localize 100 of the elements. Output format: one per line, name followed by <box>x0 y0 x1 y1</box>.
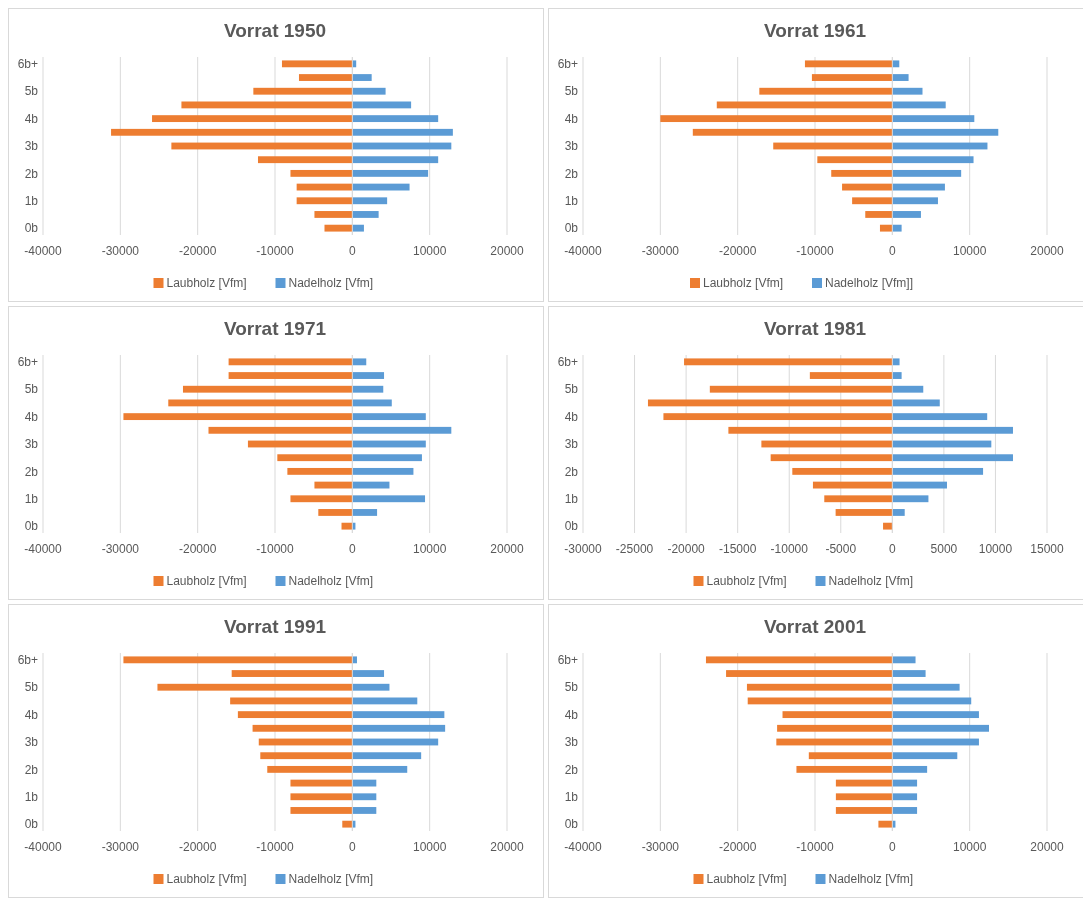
chart-title: Vorrat 1991 <box>223 616 327 637</box>
x-tick-label: -20000 <box>178 244 217 258</box>
bar <box>892 372 902 379</box>
x-tick-label: 20000 <box>490 840 525 854</box>
x-tick-label: -10000 <box>770 542 809 556</box>
x-tick-label: -5000 <box>825 542 857 556</box>
bar <box>352 765 408 773</box>
bar <box>746 683 893 691</box>
bar <box>804 60 893 68</box>
bar <box>352 87 386 95</box>
x-tick-label: 5000 <box>930 542 958 556</box>
bar <box>352 385 384 393</box>
bar <box>352 467 414 475</box>
bar <box>892 169 962 177</box>
x-tick-label: 0 <box>888 244 896 258</box>
y-tick-label: 5b <box>564 680 579 695</box>
bar <box>892 807 918 814</box>
chart-title: Vorrat 2001 <box>763 616 867 637</box>
legend-label: Nadelholz [Vfm] <box>288 574 374 588</box>
bar <box>892 481 947 489</box>
bar <box>892 87 923 95</box>
bar <box>726 670 893 677</box>
bar <box>253 87 353 95</box>
legend-label: Nadelholz [Vfm] <box>288 276 374 290</box>
bar <box>237 711 353 719</box>
bar <box>290 495 353 503</box>
bar <box>892 495 929 503</box>
bar <box>352 156 439 164</box>
y-tick-label: 4b <box>564 111 579 126</box>
x-tick-label: 10000 <box>412 542 447 556</box>
bar <box>352 779 377 787</box>
x-tick-label: -10000 <box>256 840 294 854</box>
bar <box>231 670 353 677</box>
bar <box>892 426 1013 434</box>
bar <box>835 779 893 787</box>
bar <box>123 413 353 421</box>
bar <box>852 197 893 205</box>
bar <box>770 454 893 462</box>
bar <box>811 74 893 81</box>
y-tick-label: 1b <box>564 193 579 208</box>
bar <box>257 156 353 164</box>
bar <box>684 358 893 366</box>
bar <box>341 522 353 530</box>
bar <box>352 481 390 489</box>
bar <box>352 670 385 677</box>
bar <box>314 211 353 218</box>
bar <box>663 413 893 421</box>
bar <box>892 74 909 81</box>
bar <box>892 752 958 760</box>
x-tick-label: -30000 <box>641 840 680 854</box>
y-tick-label: 5b <box>24 382 39 397</box>
bar <box>892 711 979 719</box>
bar <box>782 711 893 719</box>
x-tick-label: -30000 <box>641 244 680 258</box>
bar <box>318 509 353 516</box>
legend-label: Laubholz [Vfm] <box>166 276 247 290</box>
legend-label: Nadelholz [Vfm] <box>288 872 374 886</box>
y-tick-label: 0b <box>564 221 579 236</box>
bar <box>759 87 893 95</box>
bar <box>892 656 916 664</box>
y-tick-label: 0b <box>24 221 39 236</box>
bar <box>892 793 918 801</box>
x-tick-label: 10000 <box>412 244 447 258</box>
bar <box>352 454 422 462</box>
x-tick-label: -40000 <box>24 244 62 258</box>
x-tick-label: -25000 <box>615 542 654 556</box>
x-tick-label: 0 <box>888 542 896 556</box>
x-tick-label: -30000 <box>101 244 140 258</box>
bar <box>817 156 893 164</box>
bar <box>892 115 975 123</box>
bar <box>352 509 378 516</box>
bar <box>352 358 367 366</box>
legend-label: Laubholz [Vfm] <box>706 574 787 588</box>
bar <box>260 752 353 760</box>
bar <box>157 683 353 691</box>
bar <box>228 372 353 379</box>
bar <box>892 385 924 393</box>
bar <box>352 711 445 719</box>
bar <box>892 509 905 516</box>
y-tick-label: 3b <box>24 437 39 452</box>
y-tick-label: 5b <box>564 84 579 99</box>
bar <box>352 224 364 232</box>
bar <box>182 385 353 393</box>
bar <box>835 793 893 801</box>
bar <box>892 454 1013 462</box>
chart-title: Vorrat 1950 <box>223 20 327 41</box>
y-tick-label: 3b <box>24 139 39 154</box>
bar <box>352 115 439 123</box>
y-tick-label: 2b <box>564 464 579 479</box>
legend-label: Laubholz [Vfm] <box>166 872 247 886</box>
bar <box>352 372 385 379</box>
x-tick-label: -30000 <box>101 840 140 854</box>
y-tick-label: 4b <box>564 409 579 424</box>
bar <box>892 779 918 787</box>
bar <box>812 481 893 489</box>
chart-title: Vorrat 1981 <box>763 318 867 339</box>
y-tick-label: 0b <box>564 519 579 534</box>
bar <box>709 385 893 393</box>
bar <box>892 197 938 205</box>
legend-label: Nadelholz [Vfm] <box>828 872 914 886</box>
